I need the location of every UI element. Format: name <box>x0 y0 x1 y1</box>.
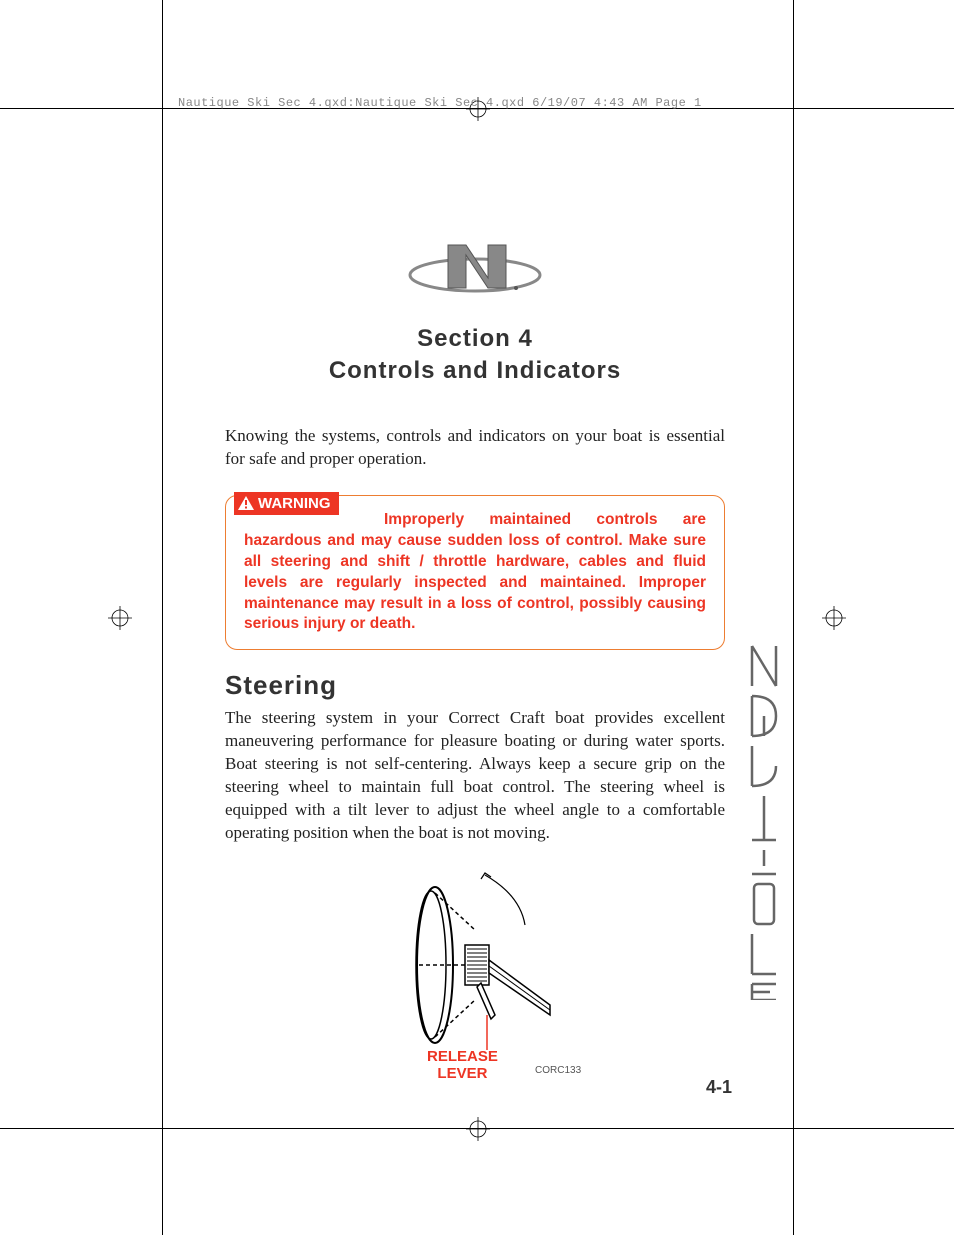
page-content: Section 4 Controls and Indicators Knowin… <box>225 230 725 1080</box>
warning-badge-label: WARNING <box>258 495 331 512</box>
warning-triangle-icon <box>238 496 254 510</box>
nautique-side-brand <box>746 640 786 1000</box>
section-title: Controls and Indicators <box>225 357 725 385</box>
warning-text: Improperly maintained controls are hazar… <box>244 510 706 636</box>
registration-mark <box>822 606 846 630</box>
steering-paragraph: The steering system in your Correct Craf… <box>225 707 725 845</box>
section-number: Section 4 <box>225 325 725 353</box>
warning-badge: WARNING <box>234 492 339 515</box>
steering-diagram: RELEASE LEVER CORC133 <box>225 865 725 1080</box>
intro-paragraph: Knowing the systems, controls and indica… <box>225 425 725 471</box>
diagram-code: CORC133 <box>535 1065 581 1076</box>
steering-heading: Steering <box>225 670 725 701</box>
diagram-release-label: RELEASE LEVER <box>427 1049 498 1082</box>
crop-mark-right <box>793 0 794 1235</box>
registration-mark <box>466 1117 490 1141</box>
warning-callout: WARNING Improperly maintained controls a… <box>225 495 725 651</box>
print-header-info: Nautique Ski Sec 4.qxd:Nautique Ski Sec … <box>178 96 702 110</box>
nautique-logo <box>225 230 725 305</box>
crop-mark-left <box>162 0 163 1235</box>
page-number: 4-1 <box>706 1077 732 1098</box>
registration-mark <box>108 606 132 630</box>
